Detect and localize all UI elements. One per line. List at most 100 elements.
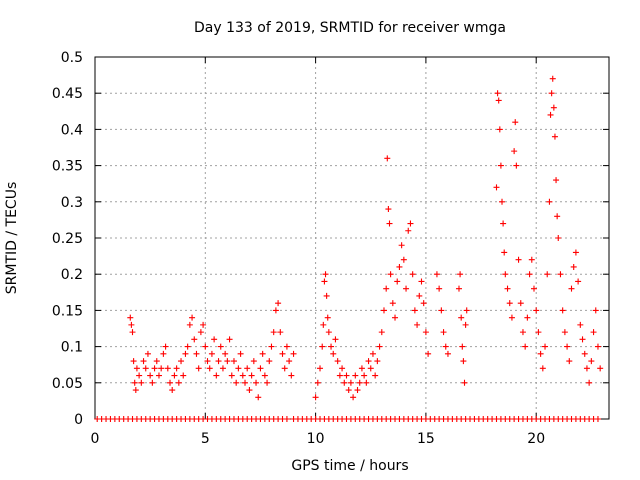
data-point xyxy=(144,350,151,357)
data-point xyxy=(530,285,537,292)
data-point xyxy=(204,358,211,365)
data-point xyxy=(277,329,284,336)
data-point xyxy=(539,365,546,372)
data-point xyxy=(250,358,257,365)
data-point xyxy=(226,336,233,343)
data-point xyxy=(215,358,222,365)
data-point xyxy=(396,263,403,270)
data-point xyxy=(566,358,573,365)
y-tick-label: 0 xyxy=(74,412,83,428)
data-point xyxy=(167,379,174,386)
data-point xyxy=(230,358,237,365)
data-point xyxy=(320,321,327,328)
data-point xyxy=(400,256,407,263)
data-point xyxy=(129,329,136,336)
data-point xyxy=(522,343,529,350)
data-point xyxy=(239,372,246,379)
data-point xyxy=(535,329,542,336)
data-point xyxy=(495,97,502,104)
data-point xyxy=(389,300,396,307)
data-point xyxy=(324,314,331,321)
data-point xyxy=(440,329,447,336)
y-tick-label: 0.4 xyxy=(61,122,83,138)
data-point xyxy=(153,358,160,365)
data-point xyxy=(171,372,178,379)
data-point xyxy=(270,329,277,336)
data-point xyxy=(577,321,584,328)
data-point xyxy=(499,198,506,205)
data-point xyxy=(537,350,544,357)
data-point xyxy=(339,365,346,372)
data-point xyxy=(590,329,597,336)
data-point xyxy=(455,285,462,292)
data-point xyxy=(559,307,566,314)
data-point xyxy=(233,379,240,386)
data-point xyxy=(568,285,575,292)
data-point xyxy=(550,104,557,111)
data-point xyxy=(208,350,215,357)
data-point xyxy=(334,358,341,365)
y-tick-label: 0.5 xyxy=(61,50,83,66)
x-tick-label: 5 xyxy=(201,431,210,447)
data-point xyxy=(549,75,556,82)
data-point xyxy=(575,278,582,285)
data-point xyxy=(583,365,590,372)
data-point xyxy=(594,343,601,350)
data-point xyxy=(350,394,357,401)
data-point xyxy=(237,350,244,357)
data-point xyxy=(336,372,343,379)
data-point xyxy=(356,379,363,386)
data-point xyxy=(138,379,145,386)
data-point xyxy=(372,372,379,379)
data-point xyxy=(149,379,156,386)
data-point xyxy=(242,379,249,386)
data-point xyxy=(248,372,255,379)
data-point xyxy=(312,394,319,401)
data-point xyxy=(235,365,242,372)
data-point xyxy=(384,155,391,162)
data-point xyxy=(588,358,595,365)
data-point xyxy=(548,90,555,97)
y-tick-label: 0.25 xyxy=(52,231,83,247)
data-point xyxy=(164,365,171,372)
data-point xyxy=(403,285,410,292)
data-point xyxy=(283,416,290,422)
data-points xyxy=(94,75,604,422)
data-point xyxy=(411,307,418,314)
data-point xyxy=(386,220,393,227)
data-point xyxy=(502,271,509,278)
data-point xyxy=(211,336,218,343)
data-point xyxy=(380,307,387,314)
data-point xyxy=(494,90,501,97)
y-tick-label: 0.15 xyxy=(52,303,83,319)
data-point xyxy=(290,350,297,357)
data-point xyxy=(519,329,526,336)
data-point xyxy=(257,365,264,372)
data-point xyxy=(206,365,213,372)
data-point xyxy=(281,365,288,372)
data-point xyxy=(374,358,381,365)
data-point xyxy=(506,300,513,307)
data-point xyxy=(136,372,143,379)
y-tick-label: 0.45 xyxy=(52,86,83,102)
data-point xyxy=(288,372,295,379)
data-point xyxy=(515,256,522,263)
data-point xyxy=(416,292,423,299)
data-point xyxy=(130,358,137,365)
data-point xyxy=(246,387,253,394)
data-point xyxy=(219,365,226,372)
data-point xyxy=(512,119,519,126)
data-point xyxy=(268,343,275,350)
data-point xyxy=(394,278,401,285)
data-point xyxy=(555,235,562,241)
data-point xyxy=(398,242,405,249)
data-point xyxy=(169,387,176,394)
data-point xyxy=(217,343,224,350)
data-point xyxy=(158,365,165,372)
data-point xyxy=(554,213,561,220)
data-point xyxy=(322,271,329,278)
data-point xyxy=(493,184,500,191)
data-point xyxy=(547,111,554,118)
data-point xyxy=(444,350,451,357)
data-point xyxy=(385,206,392,213)
